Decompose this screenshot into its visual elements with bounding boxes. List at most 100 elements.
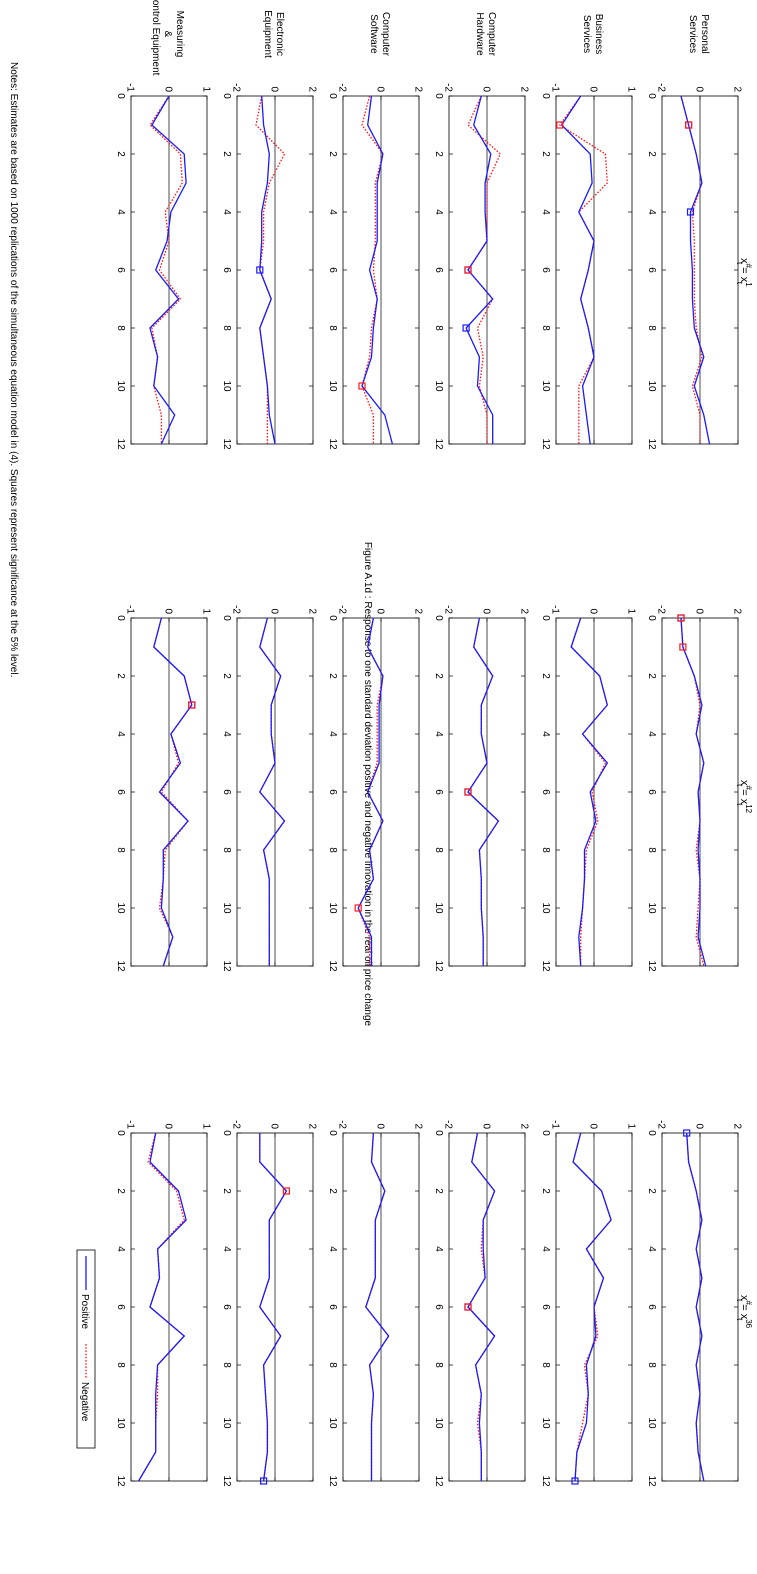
x-tick-label: 4 <box>540 731 551 737</box>
x-tick-label: 12 <box>115 960 126 972</box>
positive-series-line <box>259 95 276 445</box>
x-tick-label: 12 <box>221 1475 232 1487</box>
header-hash: # <box>744 1301 753 1306</box>
row-label-line: Personal <box>699 14 710 53</box>
y-tick-label: 2 <box>519 608 530 614</box>
positive-series-line <box>259 1133 288 1482</box>
x-tick-label: 4 <box>221 1246 232 1252</box>
significance-marker-negative <box>354 904 362 912</box>
y-tick-label: 2 <box>413 608 424 614</box>
y-tick-label: -2 <box>656 1120 667 1129</box>
row-label-line: Hardware <box>474 12 485 56</box>
x-tick-label: 4 <box>646 1246 657 1252</box>
x-tick-label: 2 <box>433 673 444 679</box>
x-tick-label: 12 <box>221 960 232 972</box>
x-tick-label: 10 <box>646 902 657 914</box>
x-tick-label: 4 <box>540 1246 551 1252</box>
column-header-text: x#t = x36t <box>735 1295 753 1329</box>
significance-marker-positive <box>260 1477 268 1485</box>
positive-series-line <box>149 95 187 445</box>
x-tick-label: 10 <box>433 380 444 392</box>
x-tick-label: 12 <box>646 1475 657 1487</box>
y-tick-label: 0 <box>481 1123 492 1129</box>
y-tick-label: -2 <box>443 1120 454 1129</box>
x-tick-label: 8 <box>433 847 444 853</box>
x-tick-label: 12 <box>646 960 657 972</box>
x-tick-label: 12 <box>540 960 551 972</box>
x-tick-label: 8 <box>115 325 126 331</box>
header-base: x <box>738 277 750 283</box>
x-tick-label: 12 <box>433 1475 444 1487</box>
y-tick-label: 2 <box>732 608 743 614</box>
y-tick-label: 2 <box>307 1123 318 1129</box>
x-tick-label: 4 <box>115 209 126 215</box>
x-tick-label: 0 <box>221 1130 232 1136</box>
significance-marker-negative <box>684 121 693 129</box>
x-tick-label: 0 <box>221 93 232 99</box>
y-tick-label: -2 <box>337 83 348 92</box>
x-tick-label: 4 <box>327 209 338 215</box>
x-tick-label: 0 <box>327 1130 338 1136</box>
y-tick-label: 0 <box>269 608 280 614</box>
header-hash: # <box>744 264 753 269</box>
y-tick-label: 0 <box>269 86 280 92</box>
figure-notes: Notes: Estimates are based on 1000 repli… <box>8 62 19 677</box>
header-sub: t <box>735 784 744 787</box>
y-tick-label: 1 <box>201 86 212 92</box>
y-tick-label: -1 <box>550 1120 561 1129</box>
x-tick-label: 6 <box>540 789 551 795</box>
significance-marker-negative <box>282 1187 290 1195</box>
positive-series-line <box>138 1132 187 1482</box>
row-label-line: Computer <box>486 12 497 57</box>
header-base: x <box>738 1314 750 1320</box>
header-sub: t <box>735 1318 744 1321</box>
positive-series-line <box>467 617 500 966</box>
x-tick-label: 4 <box>433 731 444 737</box>
x-tick-label: 6 <box>646 1304 657 1310</box>
positive-series-line <box>680 95 711 445</box>
x-tick-label: 8 <box>646 325 657 331</box>
x-tick-label: 12 <box>540 438 551 450</box>
x-tick-label: 6 <box>115 1304 126 1310</box>
positive-series-line <box>361 95 394 445</box>
y-tick-label: -2 <box>337 1120 348 1129</box>
x-tick-label: 6 <box>433 789 444 795</box>
x-tick-label: 8 <box>221 847 232 853</box>
positive-series-line <box>572 1132 612 1482</box>
x-tick-label: 0 <box>327 615 338 621</box>
x-tick-label: 2 <box>115 673 126 679</box>
positive-series-line <box>153 617 193 967</box>
x-tick-label: 4 <box>221 731 232 737</box>
x-tick-label: 0 <box>115 1130 126 1136</box>
y-tick-label: 0 <box>481 86 492 92</box>
column-header-text: x#t = x1t <box>735 258 753 287</box>
x-tick-label: 10 <box>646 1417 657 1429</box>
y-tick-label: 0 <box>588 608 599 614</box>
x-tick-label: 2 <box>433 151 444 157</box>
x-tick-label: 6 <box>433 1304 444 1310</box>
x-tick-label: 0 <box>433 93 444 99</box>
x-tick-label: 0 <box>646 93 657 99</box>
y-tick-label: 1 <box>626 608 637 614</box>
y-tick-label: 0 <box>163 608 174 614</box>
y-tick-label: 2 <box>307 608 318 614</box>
positive-series-line <box>467 1132 496 1481</box>
x-tick-label: 8 <box>433 325 444 331</box>
row-label-line: Measuring <box>174 11 185 58</box>
x-tick-label: 4 <box>646 731 657 737</box>
x-tick-label: 12 <box>646 438 657 450</box>
y-tick-label: 1 <box>201 1123 212 1129</box>
x-tick-label: 2 <box>540 673 551 679</box>
x-tick-label: 8 <box>327 847 338 853</box>
x-tick-label: 8 <box>540 325 551 331</box>
header-eq: = <box>738 786 750 799</box>
